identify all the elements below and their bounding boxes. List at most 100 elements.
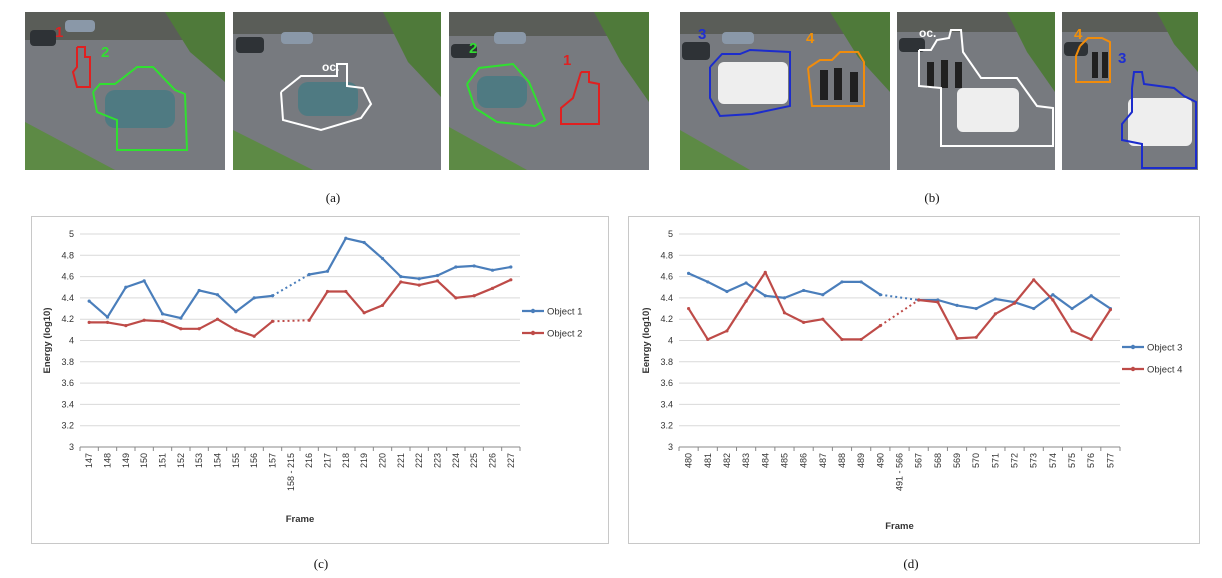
data-point (725, 289, 729, 294)
series-gap-bridge-1 (271, 273, 310, 297)
x-tick-label: 150 (139, 453, 149, 468)
x-tick-label: 491 - 566 (895, 453, 905, 491)
frame-b3: 4 3 (1062, 12, 1198, 170)
data-point (124, 285, 128, 289)
data-point (686, 306, 691, 311)
y-tick-label: 3 (69, 442, 74, 452)
data-point (1089, 337, 1093, 342)
data-point (215, 293, 220, 297)
data-point (706, 337, 710, 342)
object-label-3: 3 (1118, 50, 1127, 67)
frame-b2: oc. (897, 12, 1055, 170)
x-tick-label: 571 (990, 453, 1000, 468)
data-point (234, 328, 238, 332)
data-point (344, 236, 348, 240)
legend-swatch-marker (1130, 344, 1136, 350)
data-point (802, 320, 806, 324)
y-tick-label: 4.4 (660, 293, 673, 303)
x-tick-label: 223 (433, 453, 443, 468)
x-tick-label: 488 (837, 453, 847, 468)
chart-c: 3 3.2 3.4 3.6 3.8 4 4.2 4.4 4.6 4.8 5 147 148 149 150 1… (31, 216, 609, 544)
legend-swatch-marker (530, 308, 536, 314)
data-point (744, 299, 748, 303)
x-tick-label: 570 (971, 453, 981, 468)
data-point (325, 289, 330, 294)
data-point (974, 335, 978, 339)
y-tick-label: 5 (668, 229, 673, 239)
data-point (802, 288, 806, 293)
y-tick-label: 4.8 (61, 250, 74, 260)
x-tick-label: 486 (799, 453, 809, 468)
x-tick-label: 484 (760, 453, 770, 468)
y-tick-label: 3.6 (61, 378, 74, 388)
x-tick-label: 576 (1086, 453, 1096, 468)
y-tick-label: 4.2 (61, 314, 74, 324)
x-tick-label: 221 (396, 453, 406, 468)
data-point (509, 278, 513, 282)
scene-photo (680, 12, 890, 170)
data-point (252, 334, 256, 338)
x-tick-label: 481 (703, 453, 713, 468)
caption-a: (a) (325, 190, 341, 205)
data-point (993, 312, 997, 316)
data-point (955, 336, 959, 340)
x-tick-label: 219 (359, 453, 369, 468)
data-point (307, 272, 311, 277)
data-point (782, 311, 787, 315)
caption-b: (b) (924, 190, 940, 205)
x-tick-label: 485 (779, 453, 789, 468)
y-tick-label: 4 (668, 336, 673, 346)
x-tick-label: 147 (84, 453, 94, 468)
data-point (142, 279, 146, 283)
data-point (509, 265, 513, 269)
data-point (706, 280, 710, 284)
data-point (380, 303, 385, 307)
scene-photo (25, 12, 225, 170)
x-tick-label: 483 (741, 453, 751, 468)
y-tick-label: 3.6 (660, 378, 673, 388)
x-tick-label: 569 (952, 453, 962, 468)
data-point (744, 281, 748, 285)
x-tick-label: 157 (268, 453, 278, 468)
data-point (686, 271, 691, 276)
x-tick-label: 217 (323, 453, 333, 468)
data-point (179, 327, 183, 331)
data-point (1051, 293, 1055, 297)
data-point (435, 273, 440, 278)
series-gap-bridge-1 (880, 293, 919, 302)
x-tick-label: 154 (213, 453, 223, 468)
chart-c-svg: 3 3.2 3.4 3.6 3.8 4 4.2 4.4 4.6 4.8 5 147 148 149 150 1… (42, 229, 582, 525)
data-point (380, 256, 385, 261)
chart-d: 3 3.2 3.4 3.6 3.8 4 4.2 4.4 4.6 4.8 5 480 481 482 483 4… (628, 216, 1200, 544)
data-point (1051, 298, 1055, 302)
data-point (878, 323, 882, 328)
frame-b1: 3 4 (680, 12, 890, 170)
data-point (1108, 308, 1113, 312)
x-tick-label: 227 (506, 453, 516, 468)
data-point (859, 337, 863, 342)
x-tick-label: 573 (1029, 453, 1039, 468)
series-gap-bridge-2 (272, 319, 310, 323)
data-point (270, 319, 275, 323)
x-axis-title: Frame (885, 521, 914, 532)
frame-a1: 1 2 (25, 12, 225, 170)
data-point (955, 303, 959, 307)
data-point (87, 320, 91, 324)
data-point (362, 311, 366, 315)
data-point (763, 294, 767, 298)
data-point (782, 296, 787, 300)
x-tick-label: 153 (194, 453, 204, 468)
data-point (325, 269, 330, 273)
data-point (917, 298, 921, 302)
data-point (105, 315, 110, 319)
data-point (878, 293, 882, 297)
x-tick-label: 225 (469, 453, 479, 468)
data-point (124, 323, 128, 328)
object-label-4: 4 (1074, 26, 1083, 43)
object-label-2: 2 (101, 44, 110, 61)
occlusion-label: oc. (919, 26, 937, 40)
series-line-1-after-gap (309, 237, 511, 280)
data-point (417, 277, 421, 281)
data-point (344, 289, 348, 294)
occlusion-label: oc. (322, 60, 340, 74)
